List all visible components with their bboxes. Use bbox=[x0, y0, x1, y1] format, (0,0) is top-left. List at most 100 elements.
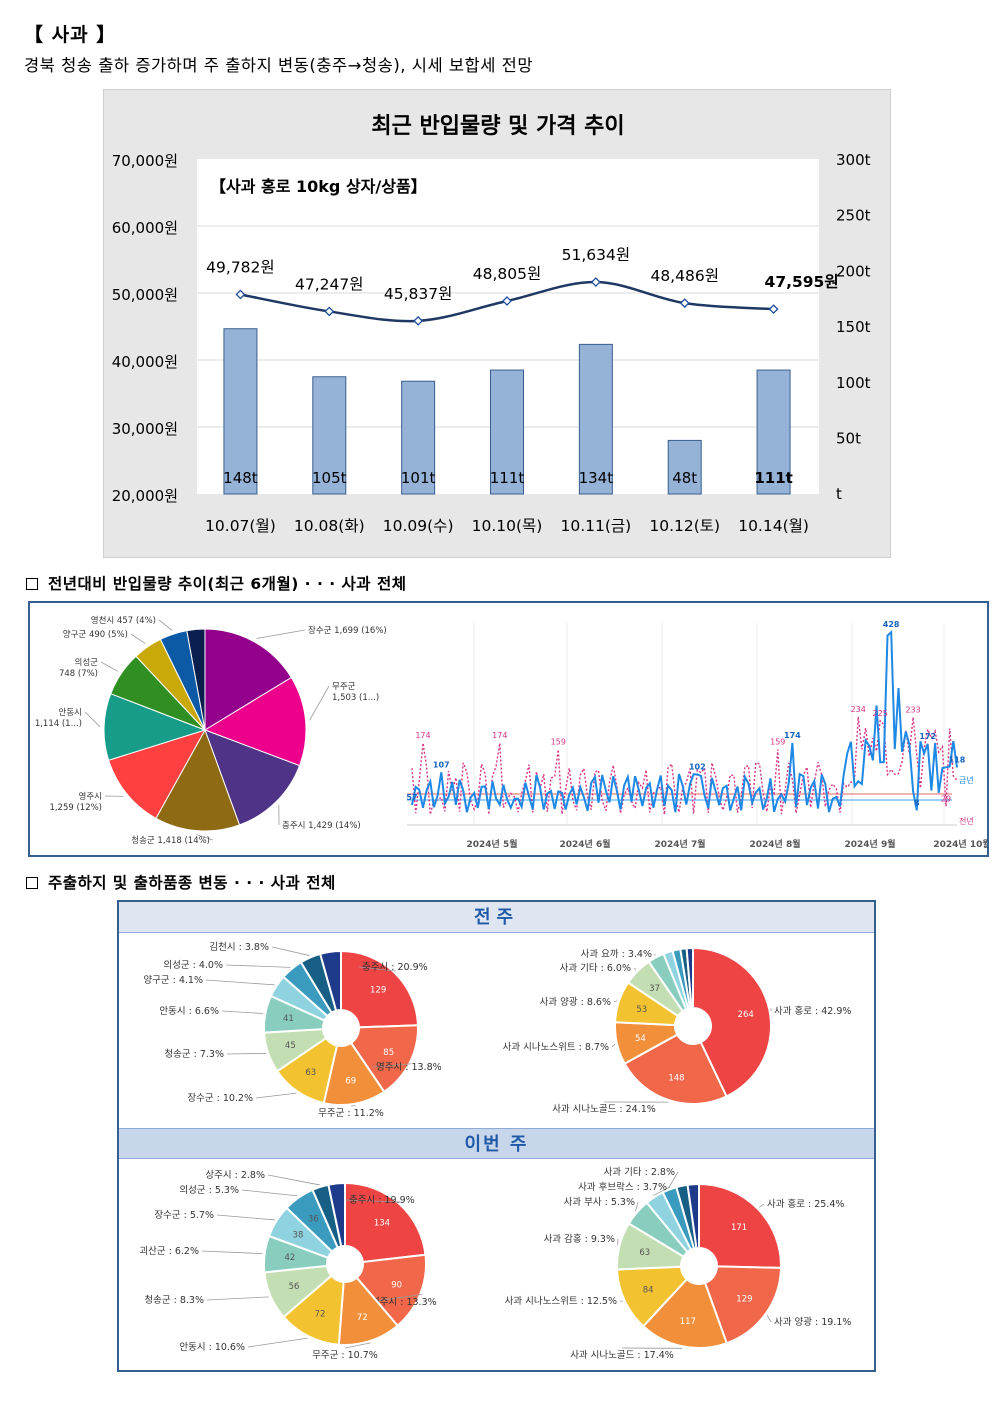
donut-slice bbox=[355, 1253, 427, 1328]
volume-bar bbox=[401, 380, 436, 495]
donut-label: 사과 부사 : 5.3% bbox=[564, 1197, 635, 1208]
prev-annotation: 159 bbox=[770, 738, 785, 747]
donut-leader bbox=[766, 1314, 772, 1323]
volume-label: 111t bbox=[490, 469, 525, 487]
donut-value: 45 bbox=[285, 1041, 296, 1051]
volume-bar bbox=[223, 328, 258, 495]
left-axis-tick: 20,000원 bbox=[112, 487, 178, 505]
volume-bar bbox=[490, 369, 524, 495]
volume-label: 111t bbox=[754, 469, 792, 487]
trend-panel: 장수군 1,699 (16%) 무주군 1,503 (1...) 충주시 1,429 … bbox=[28, 601, 989, 857]
curr-annotation: 8 bbox=[914, 798, 920, 807]
pie-label: 청송군 1,418 (14%) bbox=[131, 836, 210, 846]
page-subtitle: 경북 청송 출하 증가하며 주 출하지 변동(충주→청송), 시세 보합세 전망 bbox=[24, 56, 534, 75]
pie-label: 영주시 bbox=[79, 791, 102, 802]
main-chart-title: 최근 반입물량 및 가격 추이 bbox=[371, 114, 625, 139]
donut-leader bbox=[633, 967, 637, 971]
price-label: 48,486원 bbox=[650, 267, 719, 285]
category-label: 10.09(수) bbox=[383, 517, 454, 535]
donut-value: 117 bbox=[680, 1317, 696, 1327]
shipment-panel: 전주 이번 주 129 충주시 : 20.9% 85 영주시 : 13.8% 69 무주군… bbox=[117, 900, 876, 1372]
pie-label: 1,259 (12%) bbox=[49, 803, 102, 813]
volume-label: 134t bbox=[579, 469, 614, 487]
pie-label: 1,114 (1...) bbox=[35, 719, 82, 729]
main-chart-panel: 최근 반입물량 및 가격 추이 【사과 홍로 10kg 상자/상품】 70,00… bbox=[103, 89, 891, 558]
right-axis-tick: 50t bbox=[836, 430, 861, 448]
prev-annotation: 159 bbox=[551, 738, 566, 747]
donut-label: 사과 시나노스위트 : 12.5% bbox=[505, 1295, 617, 1307]
price-label: 51,634원 bbox=[562, 246, 631, 264]
category-label: 10.07(월) bbox=[205, 517, 276, 535]
category-label: 10.12(토) bbox=[649, 517, 720, 535]
pie-label: 장수군 1,699 (16%) bbox=[308, 625, 387, 636]
pie-label: 748 (7%) bbox=[59, 669, 98, 679]
volume-label: 48t bbox=[672, 469, 697, 487]
donut-label: 무주군 : 10.7% bbox=[312, 1350, 378, 1361]
curr-annotation: 57 bbox=[406, 793, 417, 802]
pie-leader bbox=[256, 629, 306, 639]
donut-leader bbox=[635, 1201, 639, 1212]
donut-label: 상주시 : 2.8% bbox=[205, 1170, 265, 1181]
pie-label: 무주군 bbox=[332, 682, 356, 692]
donut-leader bbox=[358, 966, 396, 972]
donut-value: 54 bbox=[635, 1034, 646, 1044]
donut-slice bbox=[703, 1265, 783, 1345]
section3-heading: 주출하지 및 출하품종 변동 · · · 사과 전체 bbox=[26, 871, 336, 893]
pie-label: 의성군 bbox=[75, 657, 99, 668]
donut-value: 42 bbox=[285, 1253, 296, 1263]
donut-leader bbox=[205, 979, 275, 986]
donut-label: 충주시 : 20.9% bbox=[362, 962, 428, 973]
trend-x-label: 2024년 10월 bbox=[933, 838, 987, 850]
pie-slice bbox=[155, 728, 241, 832]
right-axis-tick: 300t bbox=[836, 151, 871, 169]
pie-slice bbox=[186, 628, 206, 731]
donut-leader bbox=[611, 1043, 616, 1048]
donut-slice bbox=[340, 949, 419, 1029]
price-label: 45,837원 bbox=[384, 285, 453, 303]
trend-x-label: 2024년 9월 bbox=[844, 838, 895, 850]
donut-label: 충주시 : 19.9% bbox=[349, 1195, 415, 1206]
price-marker bbox=[502, 296, 512, 306]
pie-leader bbox=[158, 619, 173, 631]
donut-leader bbox=[241, 1189, 298, 1197]
volume-bar bbox=[667, 439, 702, 495]
donut-label: 사과 시나노골드 : 24.1% bbox=[552, 1104, 656, 1115]
donut-slice bbox=[686, 1182, 700, 1250]
pie-leader bbox=[84, 711, 101, 727]
donut-value: 63 bbox=[305, 1068, 316, 1078]
donut-slice bbox=[616, 1265, 689, 1328]
left-axis-tick: 30,000원 bbox=[112, 420, 178, 438]
donut-leader bbox=[267, 1174, 320, 1186]
donut-slice bbox=[692, 946, 772, 1098]
pie-slice bbox=[204, 628, 293, 731]
donut-value: 148 bbox=[668, 1073, 684, 1083]
donut-leader bbox=[344, 1342, 371, 1349]
left-axis-tick: 70,000원 bbox=[112, 152, 178, 170]
trend-x-label: 2024년 8월 bbox=[749, 838, 800, 850]
price-label: 49,782원 bbox=[206, 258, 275, 276]
donut-value: 85 bbox=[383, 1048, 394, 1058]
pie-label: 영천시 457 (4%) bbox=[91, 615, 156, 626]
curr-annotation: 174 bbox=[784, 731, 801, 740]
donut-leader bbox=[372, 1063, 412, 1068]
donut-slice bbox=[685, 946, 694, 1010]
donut-value: 63 bbox=[639, 1248, 650, 1258]
donut-slice bbox=[349, 1024, 419, 1094]
curr-annotation: 428 bbox=[883, 620, 900, 629]
donut-label: 의성군 : 4.0% bbox=[163, 960, 223, 971]
checkbox-icon bbox=[26, 877, 38, 889]
right-axis-tick: 250t bbox=[836, 207, 871, 225]
donut-label: 무주군 : 11.2% bbox=[318, 1108, 384, 1119]
donut-label: 의성군 : 5.3% bbox=[179, 1185, 239, 1196]
donut-label: 사과 기타 : 2.8% bbox=[604, 1167, 675, 1178]
volume-label: 101t bbox=[401, 469, 436, 487]
pie-label: 양구군 490 (5%) bbox=[63, 629, 128, 640]
left-axis-tick: 40,000원 bbox=[112, 353, 178, 371]
volume-label: 105t bbox=[312, 469, 347, 487]
donut-label: 장수군 : 5.7% bbox=[154, 1210, 214, 1221]
donut-value: 72 bbox=[315, 1310, 326, 1320]
price-label: 47,247원 bbox=[295, 275, 364, 293]
pie-slice bbox=[204, 729, 301, 826]
donut-value: 38 bbox=[293, 1231, 304, 1241]
curr-annotation: 102 bbox=[689, 762, 706, 771]
